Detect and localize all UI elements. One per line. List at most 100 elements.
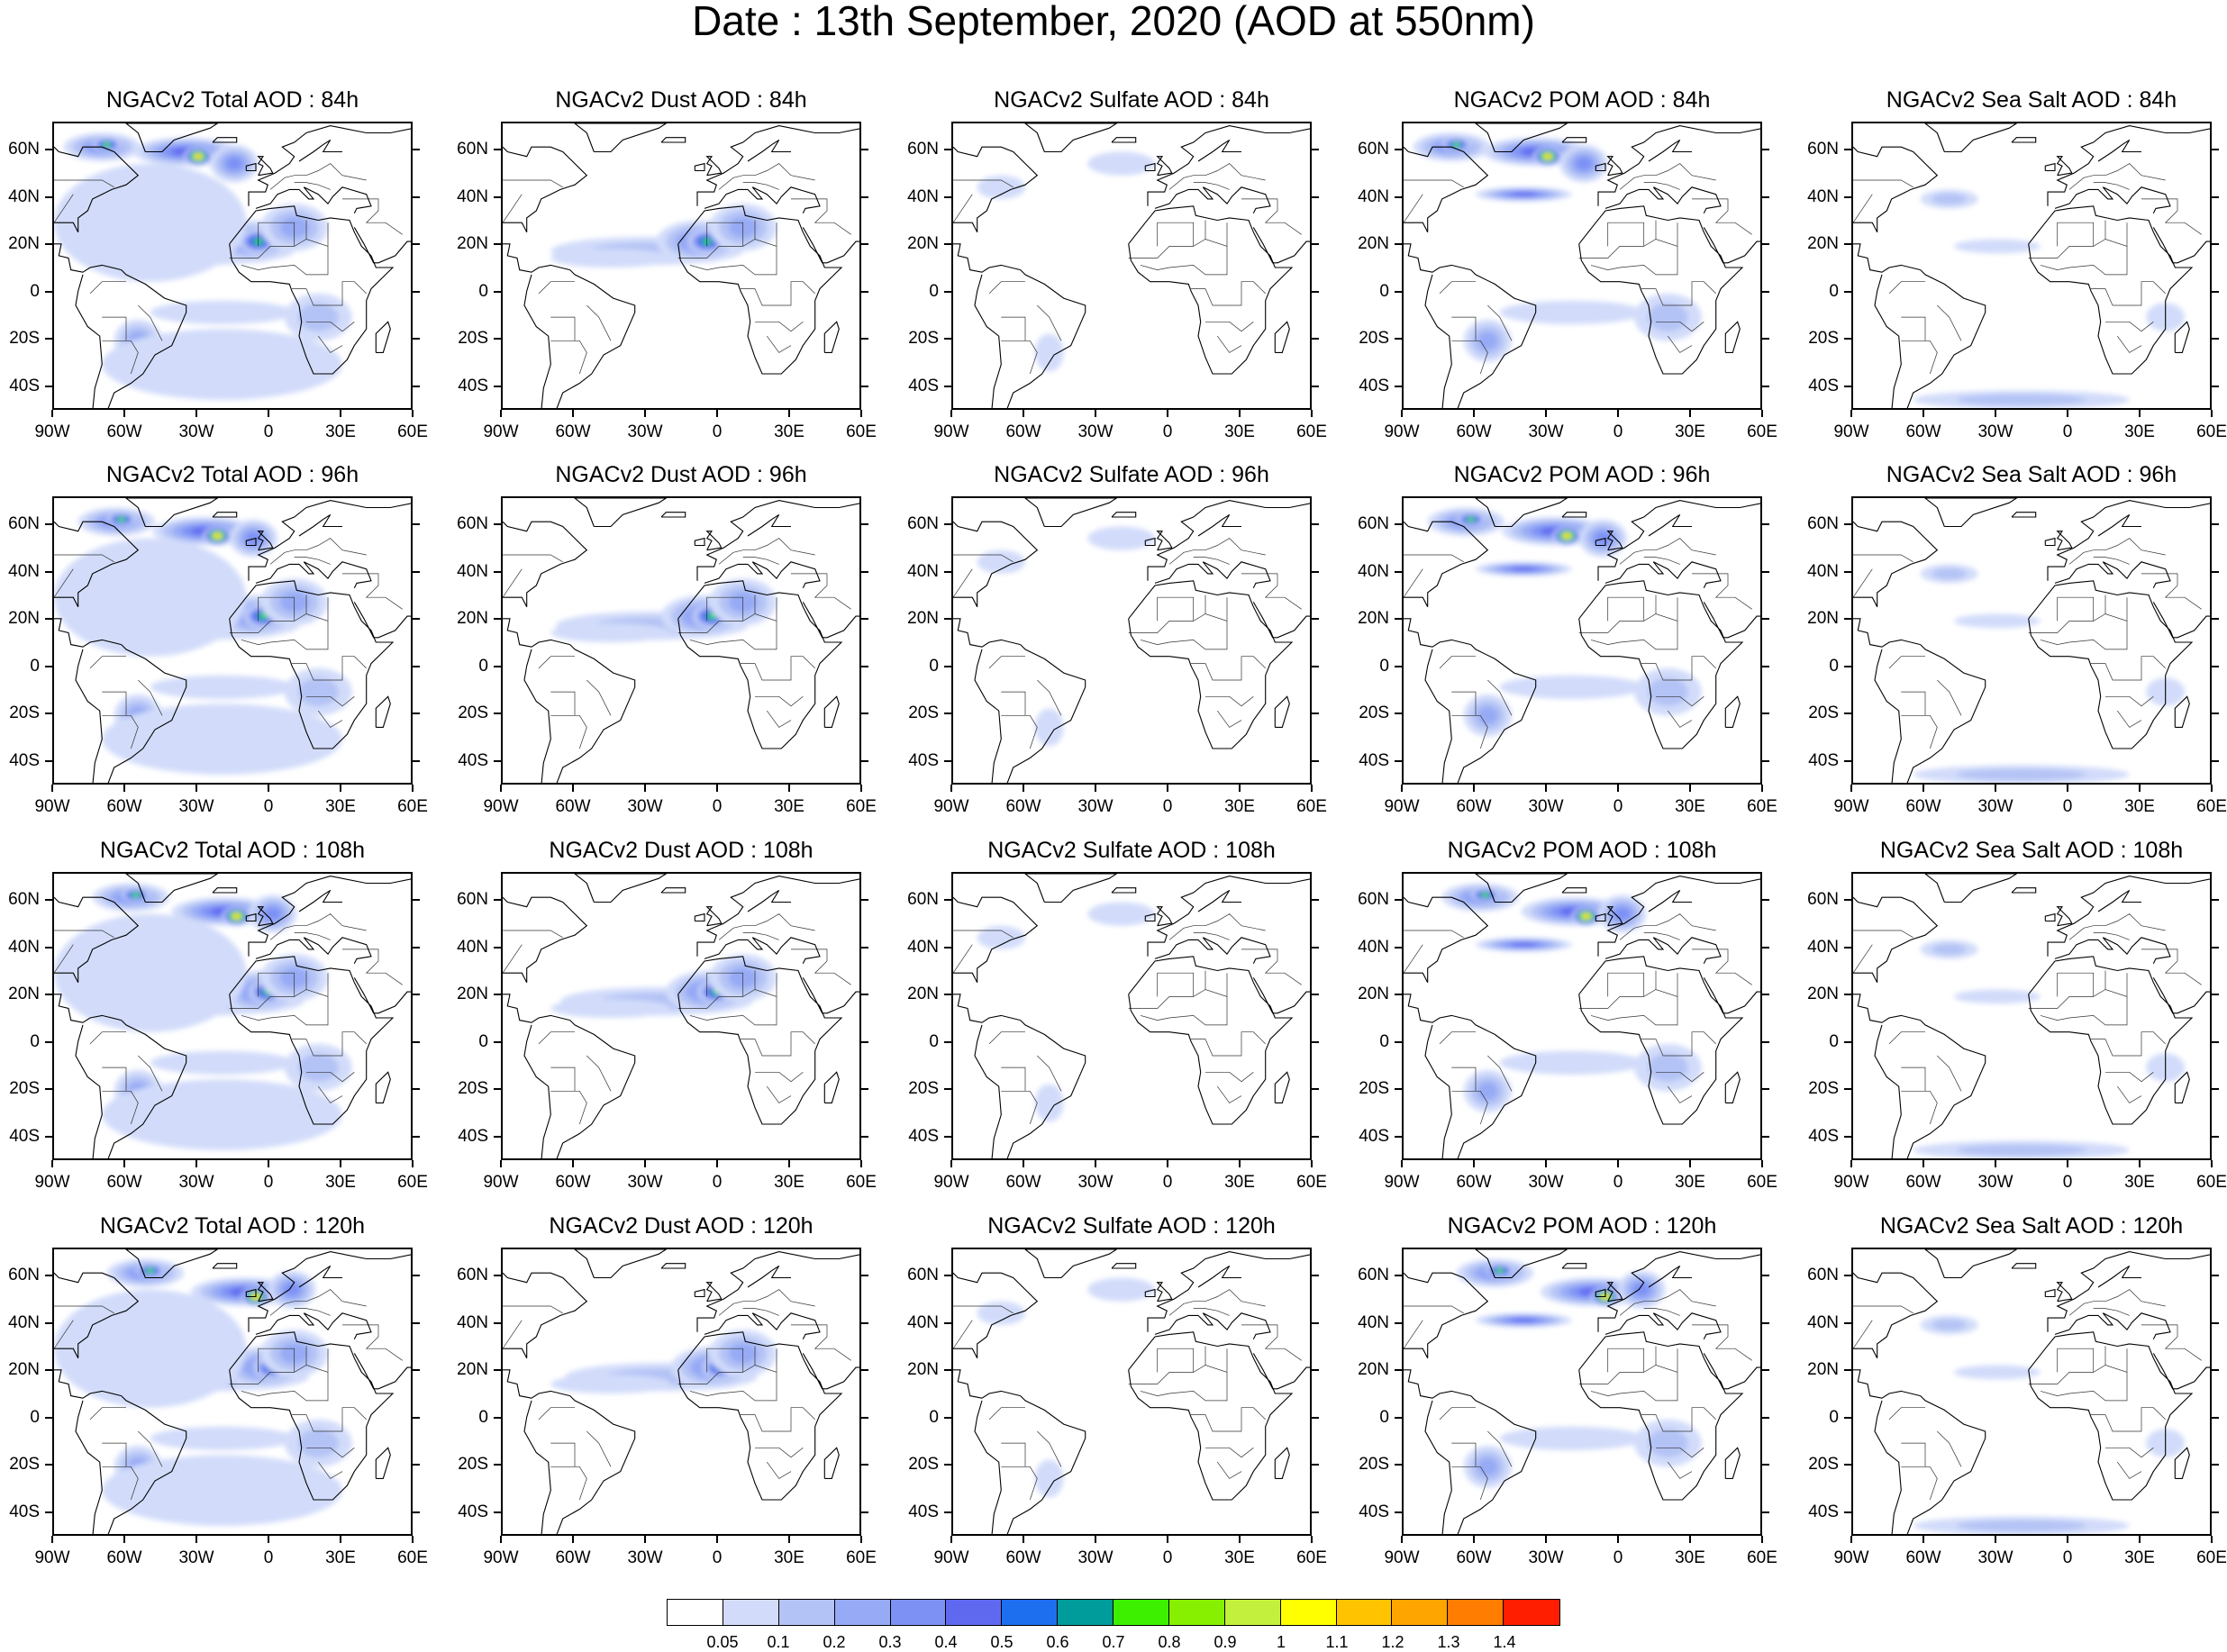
lat-tick xyxy=(2212,523,2219,526)
map-frame xyxy=(1402,872,1762,1160)
aod-plume xyxy=(1633,1283,1650,1296)
lat-tick-label: 60N xyxy=(1807,140,1839,159)
lat-tick xyxy=(1312,1275,1319,1277)
country-border xyxy=(718,1289,815,1316)
lat-tick-label: 60N xyxy=(457,1266,488,1285)
country-border xyxy=(1487,1430,1513,1467)
coastline xyxy=(574,123,668,153)
country-border xyxy=(1901,1442,1926,1467)
coastline xyxy=(802,1353,859,1390)
aod-plume xyxy=(1499,1050,1644,1075)
lon-tick xyxy=(195,785,197,792)
lat-tick xyxy=(1395,338,1402,340)
country-border xyxy=(318,335,343,353)
country-border xyxy=(677,1365,777,1402)
country-border xyxy=(1853,554,1913,563)
lon-tick-label: 60E xyxy=(846,797,877,816)
country-border xyxy=(1656,695,1704,707)
coastline xyxy=(125,1249,219,1279)
country-border xyxy=(258,972,295,997)
coastline xyxy=(1024,498,1118,528)
lon-tick-label: 60E xyxy=(1296,797,1327,816)
lat-tick-label: 0 xyxy=(1829,656,1839,676)
lat-tick xyxy=(45,1511,52,1513)
lat-tick-label: 60N xyxy=(907,890,939,910)
lat-tick-label: 40N xyxy=(907,1312,939,1332)
aod-plume xyxy=(102,1079,342,1150)
lat-tick xyxy=(2212,759,2219,762)
lon-tick-label: 0 xyxy=(1613,797,1623,816)
coastline xyxy=(705,906,723,927)
coastline xyxy=(212,512,238,518)
coastline xyxy=(1404,146,1489,232)
coastline xyxy=(229,580,395,749)
aod-plume xyxy=(150,675,295,699)
lat-tick xyxy=(1844,618,1851,621)
country-border xyxy=(1191,281,1266,306)
lon-tick-label: 30E xyxy=(2124,422,2155,441)
coastline xyxy=(574,874,668,903)
lon-tick-label: 30E xyxy=(1224,422,1255,441)
lon-tick xyxy=(2139,1536,2141,1543)
coastline xyxy=(1703,977,1760,1014)
aod-plume xyxy=(1483,894,1488,896)
lat-tick xyxy=(45,1464,52,1466)
colorbar-swatch xyxy=(668,1600,723,1625)
country-border xyxy=(2057,596,2095,622)
lon-tick xyxy=(1545,785,1547,792)
country-border xyxy=(550,1067,576,1092)
country-border xyxy=(503,568,523,598)
coastline xyxy=(2054,186,2171,213)
lon-tick xyxy=(644,1160,646,1167)
lat-tick xyxy=(494,338,501,340)
colorbar-swatch xyxy=(1058,1600,1114,1625)
aod-plume xyxy=(1468,518,1474,521)
lon-tick-label: 60W xyxy=(1005,1548,1041,1567)
country-border xyxy=(755,1071,804,1083)
country-border xyxy=(718,913,815,940)
country-border xyxy=(1241,1324,1302,1361)
lat-tick xyxy=(494,946,501,949)
country-border xyxy=(1157,1348,1195,1373)
colorbar-swatch xyxy=(1114,1600,1169,1625)
lat-tick xyxy=(861,570,868,573)
lon-tick-label: 30E xyxy=(1224,1548,1255,1567)
lat-tick-label: 20S xyxy=(1808,329,1839,349)
country-border xyxy=(1853,179,1913,188)
lon-tick-label: 60E xyxy=(846,1548,877,1567)
lon-tick xyxy=(716,410,718,417)
lon-tick xyxy=(860,1160,862,1167)
lon-tick xyxy=(950,785,952,792)
coastline xyxy=(1595,537,1606,547)
lat-tick xyxy=(944,1088,951,1091)
coastline xyxy=(1024,874,1118,903)
coastline xyxy=(1604,186,1722,213)
coastline xyxy=(375,321,391,353)
coastline xyxy=(2047,125,2210,206)
coastline xyxy=(2152,977,2210,1014)
coastline xyxy=(2028,580,2194,749)
aod-field xyxy=(54,1249,411,1534)
lon-tick-label: 30E xyxy=(774,1173,804,1192)
lat-tick-label: 40N xyxy=(457,1312,488,1332)
coastline xyxy=(1404,1272,1489,1358)
lat-tick xyxy=(2212,1275,2219,1277)
lat-tick xyxy=(1844,1511,1851,1513)
lon-tick-label: 60W xyxy=(1905,1173,1941,1192)
coastline xyxy=(54,521,140,607)
lat-tick xyxy=(45,149,52,151)
lon-tick-label: 60E xyxy=(2196,797,2227,816)
lat-tick-label: 40N xyxy=(1807,186,1839,206)
lon-tick-label: 30W xyxy=(627,797,663,816)
lon-tick xyxy=(1311,410,1313,417)
country-border xyxy=(2117,1085,2142,1103)
country-border xyxy=(1668,1461,1693,1479)
lon-tick-label: 60E xyxy=(397,1173,428,1192)
coastline xyxy=(2047,876,2210,957)
lat-tick-label: 60N xyxy=(1807,1266,1839,1285)
coastline xyxy=(503,618,570,648)
panel-title: NGACv2 Sulfate AOD : 96h xyxy=(994,462,1269,487)
lon-tick-label: 60E xyxy=(1747,797,1777,816)
country-border xyxy=(1217,1461,1242,1479)
coastline xyxy=(1724,1447,1741,1479)
